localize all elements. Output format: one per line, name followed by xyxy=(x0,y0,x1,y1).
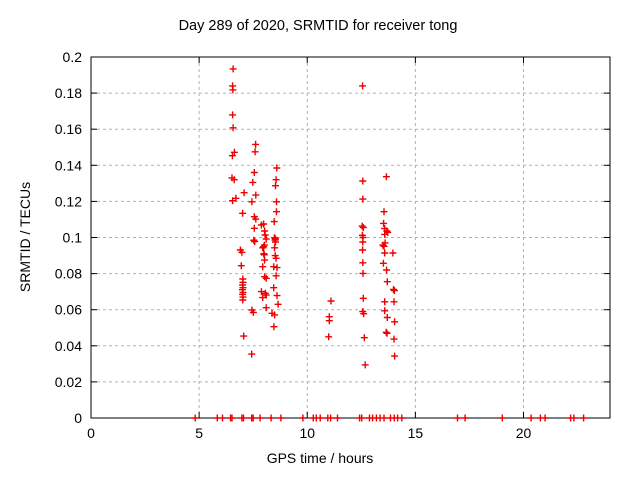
x-tick-label: 0 xyxy=(87,425,95,441)
y-tick-label: 0.14 xyxy=(55,157,82,173)
y-tick-label: 0.02 xyxy=(55,374,82,390)
x-tick-label: 5 xyxy=(195,425,203,441)
y-axis-label: SRMTID / TECUs xyxy=(17,182,33,292)
x-tick-label: 20 xyxy=(516,425,532,441)
x-tick-label: 10 xyxy=(299,425,315,441)
y-tick-label: 0.04 xyxy=(55,338,82,354)
data-points xyxy=(191,65,588,422)
y-tick-label: 0.08 xyxy=(55,266,82,282)
y-tick-label: 0.2 xyxy=(63,49,83,65)
y-tick-label: 0.16 xyxy=(55,121,82,137)
y-tick-label: 0 xyxy=(74,410,82,426)
y-tick-label: 0.12 xyxy=(55,193,82,209)
y-tick-label: 0.18 xyxy=(55,85,82,101)
x-axis-label: GPS time / hours xyxy=(267,450,374,466)
y-tick-label: 0.1 xyxy=(63,230,83,246)
y-tick-label: 0.06 xyxy=(55,302,82,318)
chart-title: Day 289 of 2020, SRMTID for receiver ton… xyxy=(179,18,458,34)
x-tick-label: 15 xyxy=(408,425,424,441)
